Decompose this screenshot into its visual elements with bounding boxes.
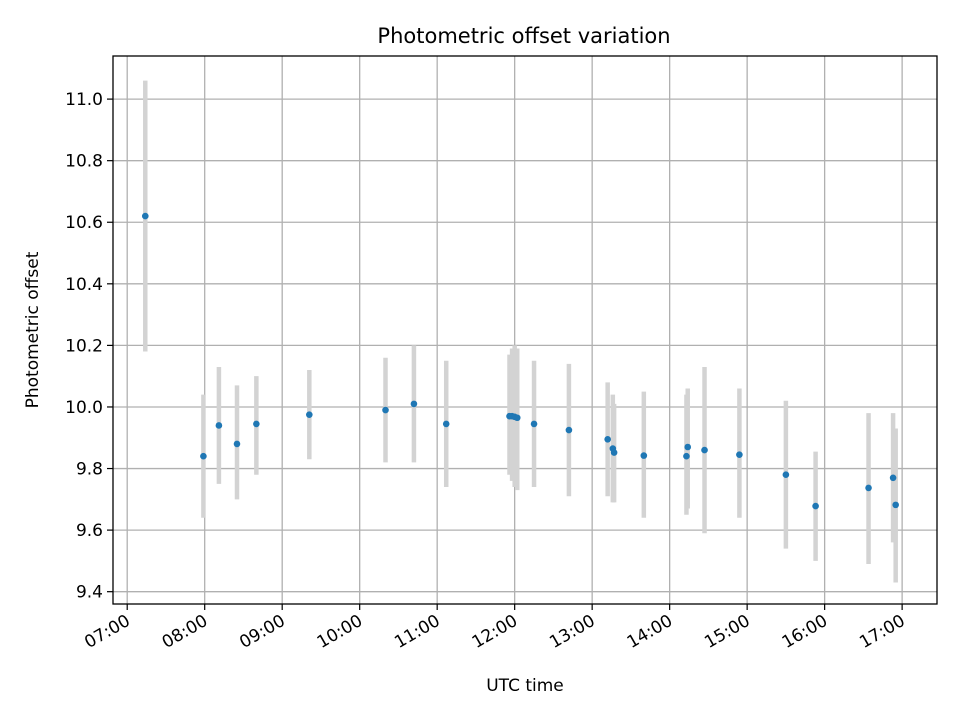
data-point (141, 212, 149, 220)
data-point (565, 426, 573, 434)
x-tick-label: 09:00 (236, 611, 288, 653)
data-point (610, 449, 618, 456)
data-point (442, 420, 450, 428)
x-tick-label: 10:00 (314, 611, 366, 653)
data-point (736, 451, 743, 458)
y-tick-label: 11.0 (65, 90, 103, 110)
x-axis-ticks: 07:00 08:00 09:00 10:00 11:00 12:00 13:00 14:00… (81, 604, 909, 653)
x-tick-label: 08:00 (159, 611, 211, 653)
error-bars (143, 80, 898, 583)
data-point (382, 406, 389, 414)
data-point (782, 471, 790, 478)
y-axis-ticks: 9.4 9.6 9.8 10.0 10.2 10.4 10.6 10.8 11.0 (65, 90, 113, 603)
y-tick-label: 10.8 (65, 152, 103, 172)
data-point (306, 411, 313, 418)
x-tick-label: 07:00 (81, 611, 133, 653)
data-point (215, 422, 223, 429)
data-point (892, 501, 899, 509)
y-tick-label: 9.4 (76, 583, 103, 603)
data-point (684, 443, 692, 451)
data-point (253, 420, 260, 428)
data-point (513, 414, 521, 422)
data-point (701, 446, 708, 454)
data-point (604, 435, 611, 443)
y-tick-label: 10.6 (65, 213, 103, 233)
x-axis-label: UTC time (486, 676, 564, 696)
grid (113, 56, 937, 604)
y-tick-label: 10.2 (65, 336, 103, 356)
data-point (233, 440, 241, 448)
y-tick-label: 10.4 (65, 275, 103, 295)
y-axis-label: Photometric offset (23, 251, 43, 408)
data-point (530, 420, 538, 428)
x-tick-label: 15:00 (701, 611, 753, 653)
y-tick-label: 10.0 (65, 398, 103, 418)
x-tick-label: 14:00 (624, 611, 676, 653)
x-tick-label: 16:00 (779, 611, 831, 653)
x-tick-label: 12:00 (469, 611, 521, 653)
y-tick-label: 9.8 (76, 460, 103, 480)
data-points (141, 212, 899, 510)
y-tick-label: 9.6 (76, 521, 103, 541)
chart-title: Photometric offset variation (377, 24, 670, 48)
data-point (200, 452, 207, 460)
data-point (410, 400, 418, 408)
data-point (865, 484, 872, 492)
data-point (640, 452, 648, 459)
x-tick-label: 11:00 (391, 611, 443, 653)
data-point (889, 474, 897, 482)
data-point (683, 452, 690, 460)
x-tick-label: 13:00 (546, 611, 598, 653)
plot-frame (112, 55, 938, 605)
x-tick-label: 17:00 (856, 611, 908, 653)
data-point (812, 502, 819, 510)
